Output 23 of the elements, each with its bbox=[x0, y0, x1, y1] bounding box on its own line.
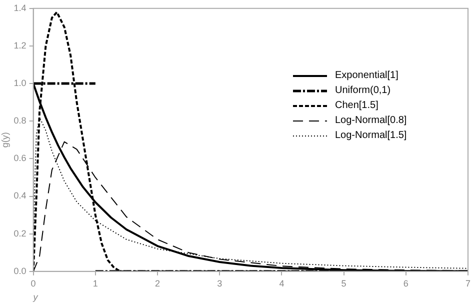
x-tick-label: 0 bbox=[30, 278, 36, 288]
x-tick-label: 1 bbox=[92, 278, 98, 288]
x-tick-label: 5 bbox=[341, 278, 346, 288]
x-tick-label: 6 bbox=[403, 278, 408, 288]
legend-label: Uniform(0,1) bbox=[335, 85, 391, 96]
y-axis-title: g(y) bbox=[0, 132, 10, 148]
legend-label: Log-Normal[1.5] bbox=[335, 130, 407, 142]
x-tick-label: 4 bbox=[279, 278, 284, 288]
x-tick-label: 2 bbox=[155, 278, 160, 288]
legend-label: Log-Normal[0.8] bbox=[335, 115, 407, 126]
y-tick-label: 1.0 bbox=[14, 78, 26, 88]
y-tick-label: 0.2 bbox=[14, 228, 26, 238]
y-tick-label: 1.4 bbox=[14, 2, 26, 13]
x-tick-label: 3 bbox=[217, 278, 222, 288]
legend-label: Exponential[1] bbox=[335, 70, 398, 82]
legend-label: Chen[1.5] bbox=[335, 100, 378, 112]
y-tick-label: 0.4 bbox=[14, 190, 26, 201]
y-tick-label: 0.0 bbox=[14, 266, 26, 276]
y-tick-label: 0.6 bbox=[14, 153, 26, 164]
x-tick-label: 7 bbox=[465, 278, 471, 288]
y-tick-label: 0.8 bbox=[14, 116, 26, 126]
x-axis-title: y bbox=[32, 292, 38, 302]
y-tick-label: 1.2 bbox=[14, 40, 26, 50]
